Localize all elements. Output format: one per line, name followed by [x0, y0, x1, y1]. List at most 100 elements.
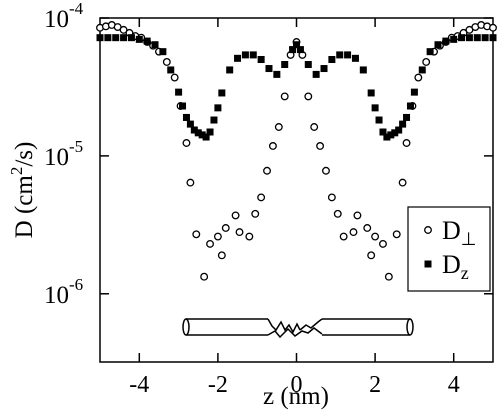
point — [200, 272, 209, 281]
point — [112, 34, 120, 42]
point — [257, 56, 265, 64]
point — [395, 126, 403, 134]
point — [384, 272, 393, 281]
point — [402, 139, 411, 147]
point — [379, 128, 387, 136]
y-tick-base: 10 — [44, 6, 69, 33]
point — [135, 35, 143, 43]
point — [450, 35, 458, 43]
point — [241, 51, 249, 59]
point — [312, 70, 320, 78]
y-tick-label: 10-4 — [44, 0, 84, 33]
x-tick-label: -4 — [129, 372, 149, 398]
y-label-sup: 2 — [7, 167, 26, 176]
point — [170, 73, 179, 82]
legend-label: Dz — [442, 250, 469, 283]
point — [426, 48, 434, 56]
point — [434, 41, 442, 49]
point — [403, 113, 411, 121]
point — [391, 129, 399, 137]
point — [375, 116, 383, 124]
legend-subscript: ⊥ — [461, 229, 477, 249]
point — [465, 34, 473, 42]
point — [344, 51, 352, 59]
point — [333, 209, 342, 218]
point — [280, 92, 289, 101]
point — [159, 48, 167, 56]
y-tick-exponent: -6 — [69, 275, 83, 294]
point — [353, 211, 362, 220]
x-tick-label: 0 — [291, 372, 303, 398]
point — [310, 123, 319, 131]
point — [473, 34, 481, 42]
point — [96, 34, 104, 42]
x-tick-label: 2 — [369, 372, 381, 398]
point — [104, 34, 112, 42]
point — [281, 61, 289, 69]
point — [179, 102, 187, 110]
point — [186, 178, 195, 187]
point — [265, 65, 273, 73]
point — [392, 230, 401, 239]
point — [268, 142, 277, 150]
point — [489, 23, 497, 32]
point — [489, 34, 497, 42]
point — [221, 224, 230, 232]
point — [481, 34, 489, 42]
point — [304, 92, 313, 101]
point — [206, 128, 214, 136]
point — [182, 139, 191, 147]
y-tick-label: 10-6 — [44, 275, 83, 309]
point — [167, 66, 175, 74]
point — [398, 178, 407, 187]
point — [120, 34, 128, 42]
point — [406, 102, 414, 110]
point — [210, 116, 218, 124]
point — [371, 104, 379, 112]
point — [379, 239, 387, 248]
point — [371, 232, 380, 241]
point — [351, 54, 359, 62]
point — [273, 70, 281, 78]
point — [206, 239, 214, 248]
point — [458, 34, 466, 42]
point — [418, 66, 426, 74]
legend-name: D — [442, 216, 461, 245]
point — [293, 41, 300, 49]
y-tick-exponent: -4 — [69, 0, 84, 18]
point — [414, 73, 423, 82]
point — [127, 34, 135, 42]
legend-box — [407, 206, 491, 292]
y-axis-label: D (cm2/s) — [7, 142, 38, 239]
point — [422, 58, 431, 66]
point — [367, 251, 376, 260]
y-label-part: /s) — [11, 142, 38, 167]
point — [349, 228, 358, 237]
x-tick-label: -2 — [208, 372, 228, 398]
point — [322, 166, 330, 175]
point — [186, 120, 194, 128]
point — [213, 232, 222, 241]
y-tick-label: 10-5 — [44, 137, 83, 171]
point — [359, 66, 367, 74]
y-tick-base: 10 — [44, 144, 69, 171]
point — [383, 133, 391, 141]
point — [251, 209, 260, 218]
point — [442, 37, 450, 45]
point — [363, 224, 372, 232]
plot-frame — [99, 17, 494, 363]
y-tick-base: 10 — [44, 282, 69, 309]
point — [316, 142, 325, 150]
point — [249, 51, 257, 59]
point — [296, 46, 304, 54]
point — [202, 133, 210, 141]
x-axis-label: z (nm) — [263, 383, 329, 410]
y-label-part: D (cm — [11, 175, 38, 239]
legend-label: D⊥ — [442, 216, 476, 249]
point — [399, 120, 407, 128]
point — [257, 193, 266, 202]
nanotube-sketch — [182, 318, 414, 339]
point — [327, 193, 336, 202]
point — [289, 46, 297, 54]
